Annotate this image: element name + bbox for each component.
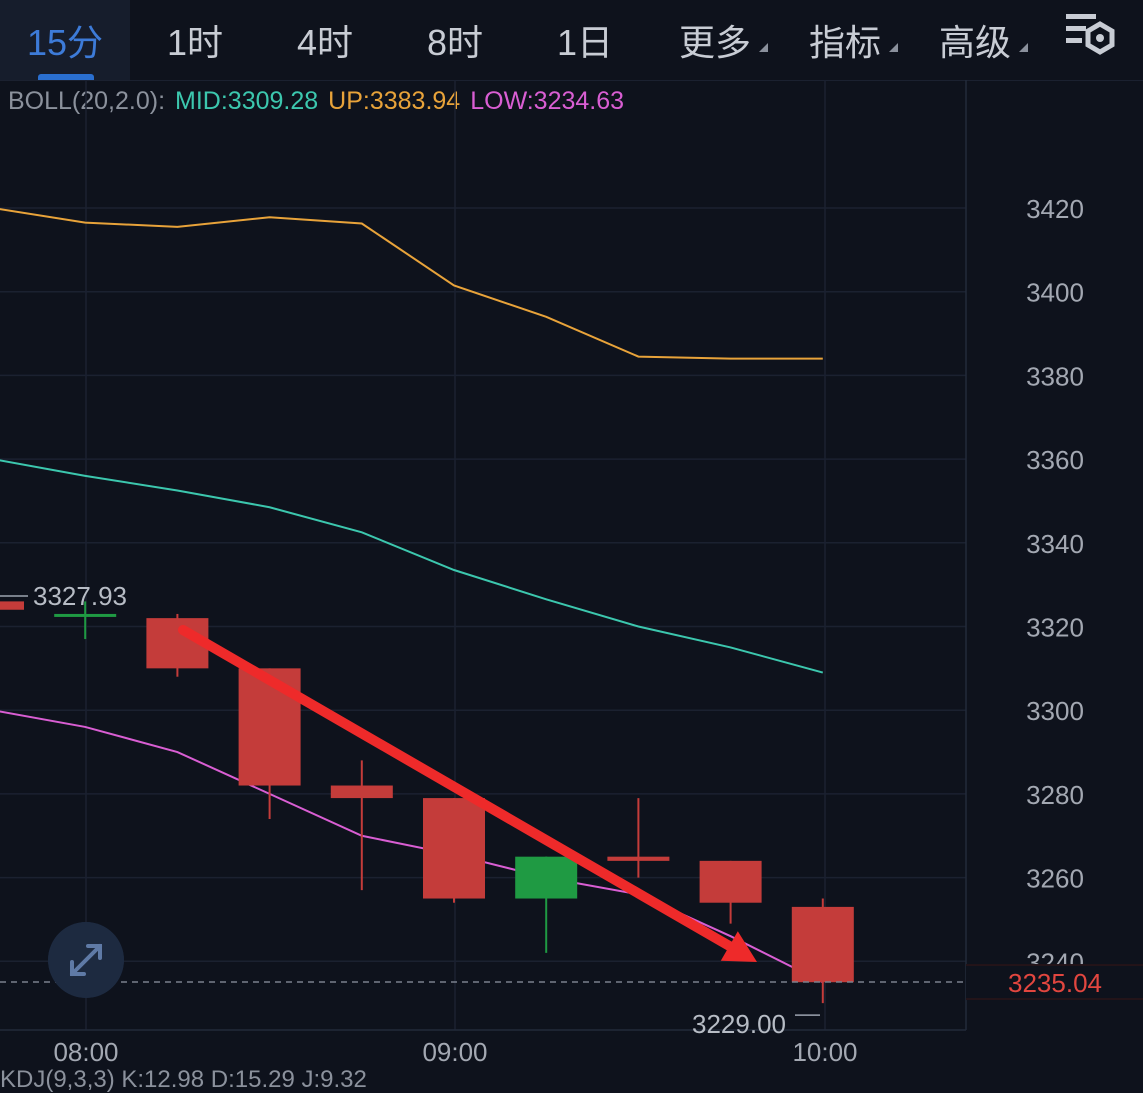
boll-low-value: LOW:3234.63 (470, 87, 625, 115)
y-axis-tick-label: 3360 (1026, 445, 1084, 475)
kdj-legend: KDJ(9,3,3) K:12.98 D:15.29 J:9.32 (0, 1066, 367, 1093)
boll-up-value: UP:3383.94 (328, 87, 461, 115)
candle-body (791, 906, 854, 983)
boll-mid-value: MID:3309.28 (175, 87, 319, 115)
boll-mid-line (0, 459, 824, 674)
candlestick-chart[interactable]: 3420340033803360334033203300328032603240… (0, 80, 1143, 1080)
timeframe-tab-label: 15分 (26, 22, 104, 63)
y-axis-tick-label: 3280 (1026, 780, 1084, 810)
min-price-label: 3229.00 (692, 1009, 786, 1039)
timeframe-tab-label: 1日 (556, 22, 614, 63)
max-price-label: 3327.93 (33, 581, 127, 611)
y-axis-tick-label: 3320 (1026, 613, 1084, 643)
candle-body (0, 601, 24, 610)
y-axis-tick-label: 3380 (1026, 361, 1084, 391)
candle-body (423, 798, 485, 899)
downtrend-arrow-shaft (178, 625, 735, 951)
boll-up-line (0, 208, 823, 360)
timeframe-tab[interactable]: 4时 (260, 0, 390, 80)
timeframe-tab[interactable]: 8时 (390, 0, 520, 80)
dropdown-caret-icon (1019, 43, 1028, 52)
timeframe-tab[interactable]: 15分 (0, 0, 130, 80)
candle-body (238, 668, 301, 786)
timeframe-tab-label: 1时 (166, 22, 224, 63)
y-axis-tick-label: 3260 (1026, 864, 1084, 894)
candle-body (54, 613, 117, 617)
last-price-tag-bg (966, 964, 1143, 1001)
timeframe-tab-label: 更多 (678, 22, 751, 63)
downtrend-arrow-head (720, 931, 757, 962)
timeframe-tab-label: 高级 (938, 22, 1011, 63)
dropdown-caret-icon (889, 43, 898, 52)
last-price-tag: 3235.04 (1008, 968, 1102, 998)
y-axis-tick-label: 3300 (1026, 696, 1084, 726)
candle-body (330, 785, 393, 799)
y-axis-tick-label: 3340 (1026, 529, 1084, 559)
active-tab-indicator (38, 74, 94, 80)
candle-body (699, 860, 762, 903)
timeframe-tab-label: 4时 (296, 22, 354, 63)
y-axis-tick-label: 3420 (1026, 194, 1084, 224)
timeframe-tab[interactable]: 更多 (650, 0, 780, 80)
x-axis-tick-label: 09:00 (422, 1037, 487, 1067)
timeframe-tab-label: 8时 (426, 22, 484, 63)
timeframe-tab[interactable]: 指标 (780, 0, 910, 80)
boll-legend: BOLL(20,2.0): MID:3309.28 UP:3383.94 LOW:32… (8, 84, 634, 118)
candle-body (607, 856, 670, 861)
timeframe-tab[interactable]: 高级 (910, 0, 1040, 80)
boll-low-line (0, 710, 824, 984)
y-axis-tick-label: 3400 (1026, 278, 1084, 308)
timeframe-tab[interactable]: 1时 (130, 0, 260, 80)
x-axis-tick-label: 10:00 (792, 1037, 857, 1067)
timeframe-toolbar: 15分 1时 4时 8时 1日 更多 指标 高级 (0, 0, 1143, 81)
x-axis-tick-label: 08:00 (53, 1037, 118, 1067)
dropdown-caret-icon (759, 43, 768, 52)
candle-body (515, 856, 578, 899)
timeframe-tab-label: 指标 (808, 22, 881, 63)
expand-arrows-icon[interactable] (48, 922, 124, 998)
chart-settings-icon[interactable] (1060, 6, 1120, 66)
timeframe-tab[interactable]: 1日 (520, 0, 650, 80)
